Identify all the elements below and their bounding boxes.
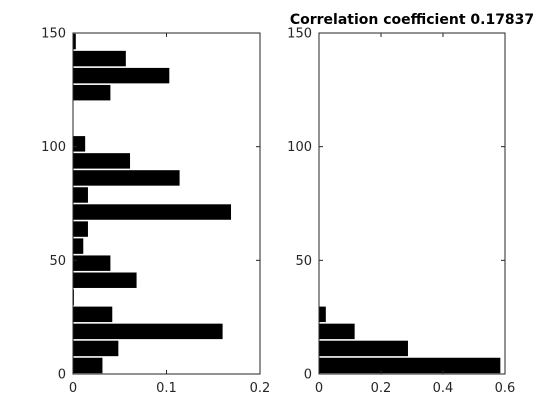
left-bar-10 bbox=[73, 187, 88, 203]
left-bar-8 bbox=[73, 221, 88, 237]
left-x-tick-label-1: 0.1 bbox=[156, 381, 177, 396]
right-bars bbox=[319, 306, 501, 374]
right-chart-title: Correlation coefficient 0.17837 bbox=[290, 12, 534, 28]
left-bar-5 bbox=[73, 272, 137, 288]
left-bar-6 bbox=[73, 255, 111, 271]
left-bar-7 bbox=[73, 238, 84, 254]
left-bar-17 bbox=[73, 67, 170, 84]
right-x-tick-label-0: 0 bbox=[315, 381, 323, 396]
right-panel: Correlation coefficient 0.17837 0 0.2 0.4 0… bbox=[287, 12, 534, 396]
right-x-tick-label-2: 0.4 bbox=[433, 381, 454, 396]
left-x-tick-label-2: 0.2 bbox=[250, 381, 271, 396]
right-bar-1 bbox=[319, 340, 408, 357]
left-y-tick-label-1: 50 bbox=[49, 254, 66, 269]
left-bar-2 bbox=[73, 323, 223, 340]
left-bar-18 bbox=[73, 50, 126, 67]
left-bars bbox=[73, 33, 232, 374]
left-ticks: 0 0.1 0.2 0 50 100 150 bbox=[41, 27, 270, 397]
left-bar-3 bbox=[73, 306, 113, 323]
left-y-tick-label-0: 0 bbox=[58, 368, 66, 383]
left-bar-9 bbox=[73, 204, 232, 220]
left-bar-1 bbox=[73, 340, 119, 357]
left-panel: 0 0.1 0.2 0 50 100 150 bbox=[41, 27, 270, 397]
left-y-tick-label-2: 100 bbox=[41, 140, 66, 155]
left-bar-12 bbox=[73, 153, 131, 169]
right-y-tick-label-1: 50 bbox=[295, 254, 312, 269]
left-bar-16 bbox=[73, 84, 111, 101]
left-y-tick-label-3: 150 bbox=[41, 27, 66, 42]
left-axes-box bbox=[72, 32, 261, 375]
left-bar-0 bbox=[73, 357, 103, 374]
right-bar-0 bbox=[319, 357, 501, 374]
right-x-tick-label-1: 0.2 bbox=[371, 381, 392, 396]
right-bar-2 bbox=[319, 323, 355, 340]
left-x-tick-label-0: 0 bbox=[69, 381, 77, 396]
left-bar-19 bbox=[73, 33, 76, 50]
right-bar-3 bbox=[319, 306, 326, 323]
left-bar-11 bbox=[73, 170, 180, 186]
right-y-tick-label-2: 100 bbox=[287, 140, 312, 155]
right-y-tick-label-0: 0 bbox=[304, 368, 312, 383]
left-bar-13 bbox=[73, 136, 86, 152]
right-axes-box bbox=[318, 32, 506, 375]
right-y-tick-label-3: 150 bbox=[287, 27, 312, 42]
right-x-tick-label-3: 0.6 bbox=[495, 381, 516, 396]
